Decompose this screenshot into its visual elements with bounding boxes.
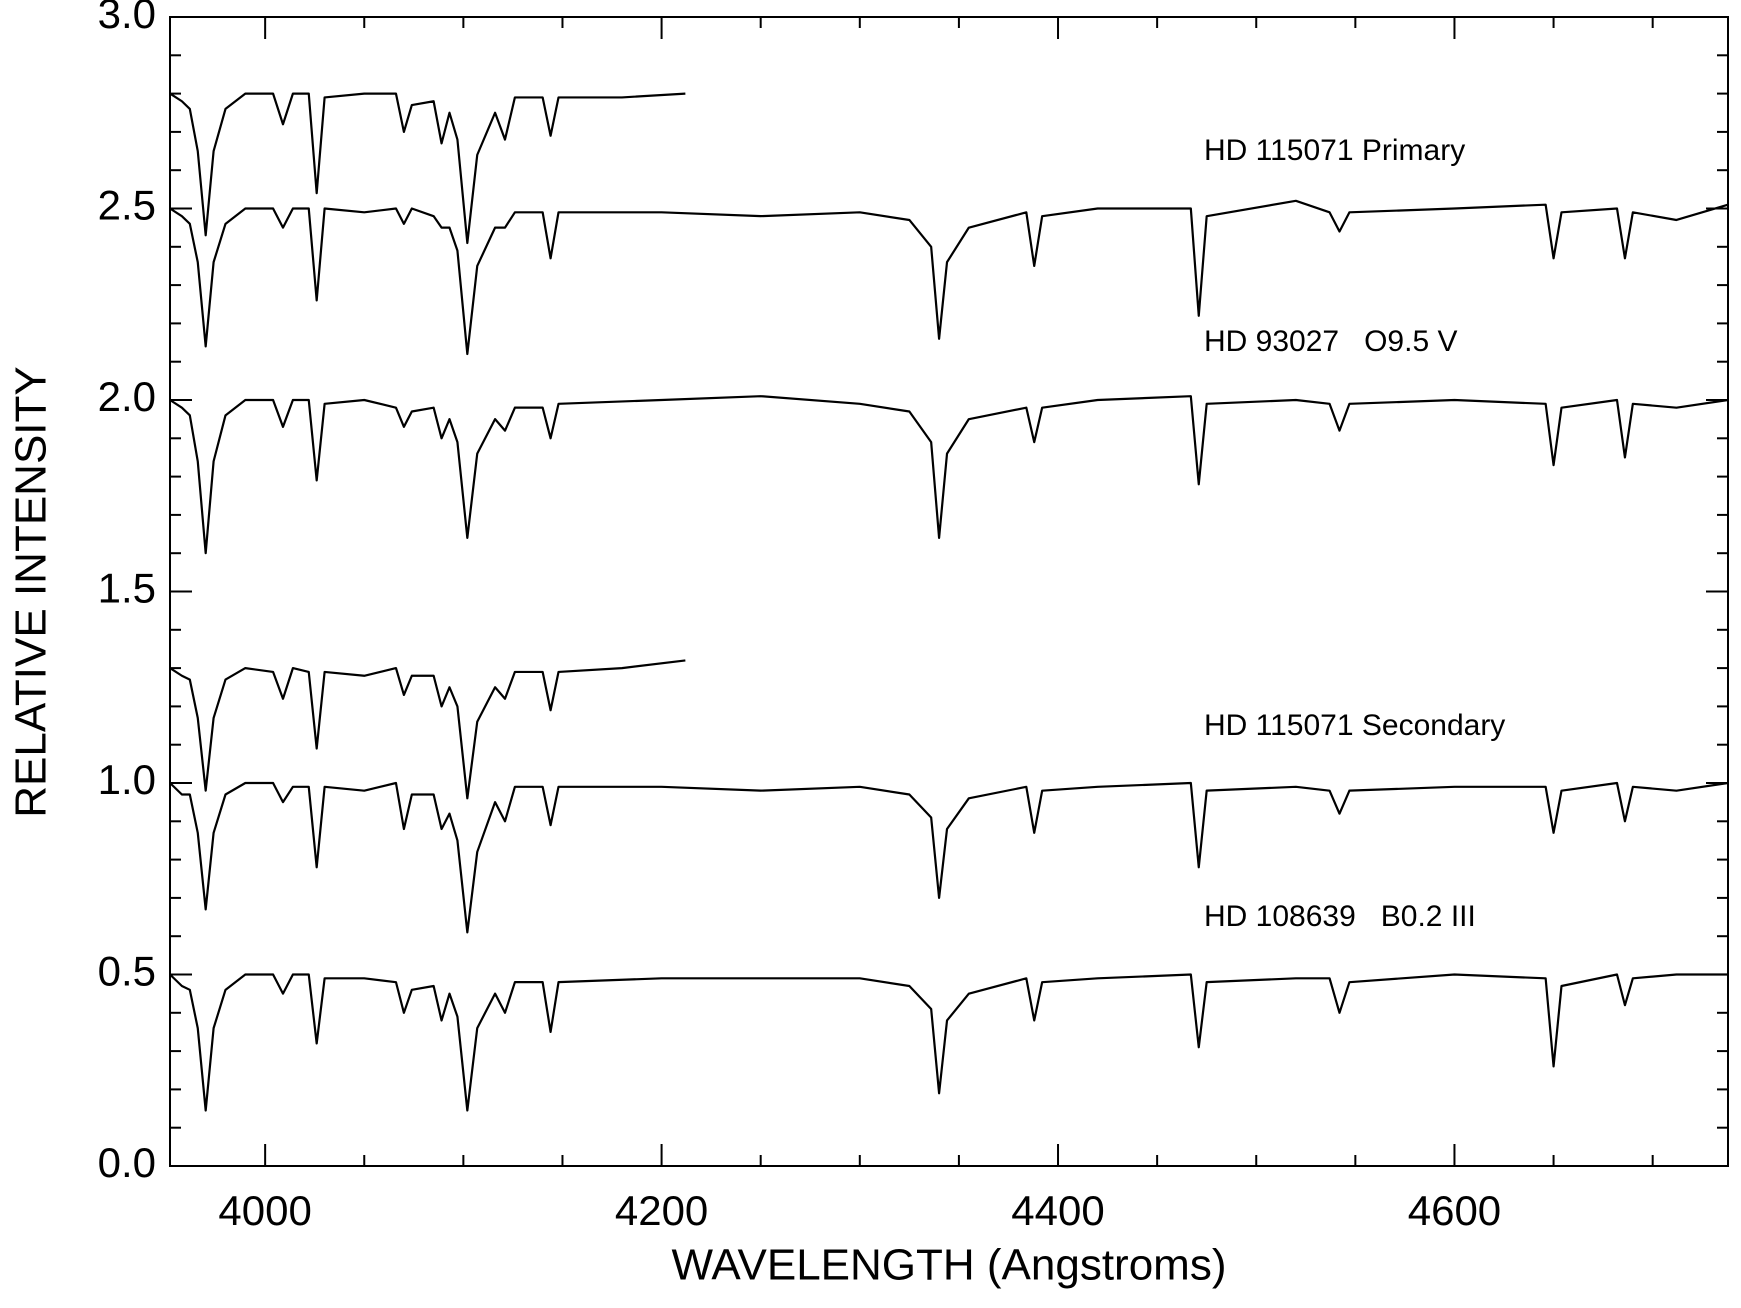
- x-axis-title: WAVELENGTH (Angstroms): [672, 1241, 1227, 1290]
- x-tick-label: 4600: [1408, 1187, 1501, 1234]
- y-tick-label: 1.0: [98, 756, 156, 803]
- spectrum-line: [169, 659, 686, 800]
- annotation: HD 115071 Secondary: [1204, 709, 1505, 742]
- y-tick-label: 3.0: [98, 0, 156, 37]
- spectrum-line: [169, 92, 686, 245]
- y-tick-label: 0.0: [98, 1139, 156, 1186]
- y-tick-label: 2.5: [98, 182, 156, 229]
- y-axis-title: RELATIVE INTENSITY: [7, 366, 56, 818]
- y-tick-label: 0.5: [98, 948, 156, 995]
- spectrum-line: [169, 973, 1728, 1112]
- x-tick-label: 4400: [1011, 1187, 1104, 1234]
- x-tick-label: 4200: [615, 1187, 708, 1234]
- x-tick-label: 4000: [218, 1187, 311, 1234]
- annotation: HD 115071 Primary: [1204, 134, 1465, 167]
- spectrum-line: [169, 199, 1729, 356]
- spectrum-line: [169, 781, 1729, 934]
- plot-frame: [169, 16, 1729, 1167]
- spectrum-line: [169, 395, 1729, 555]
- y-tick-label: 2.0: [98, 373, 156, 420]
- annotation: HD 108639 B0.2 III: [1204, 900, 1476, 933]
- y-tick-label: 1.5: [98, 565, 156, 612]
- annotation: HD 93027 O9.5 V: [1204, 325, 1457, 358]
